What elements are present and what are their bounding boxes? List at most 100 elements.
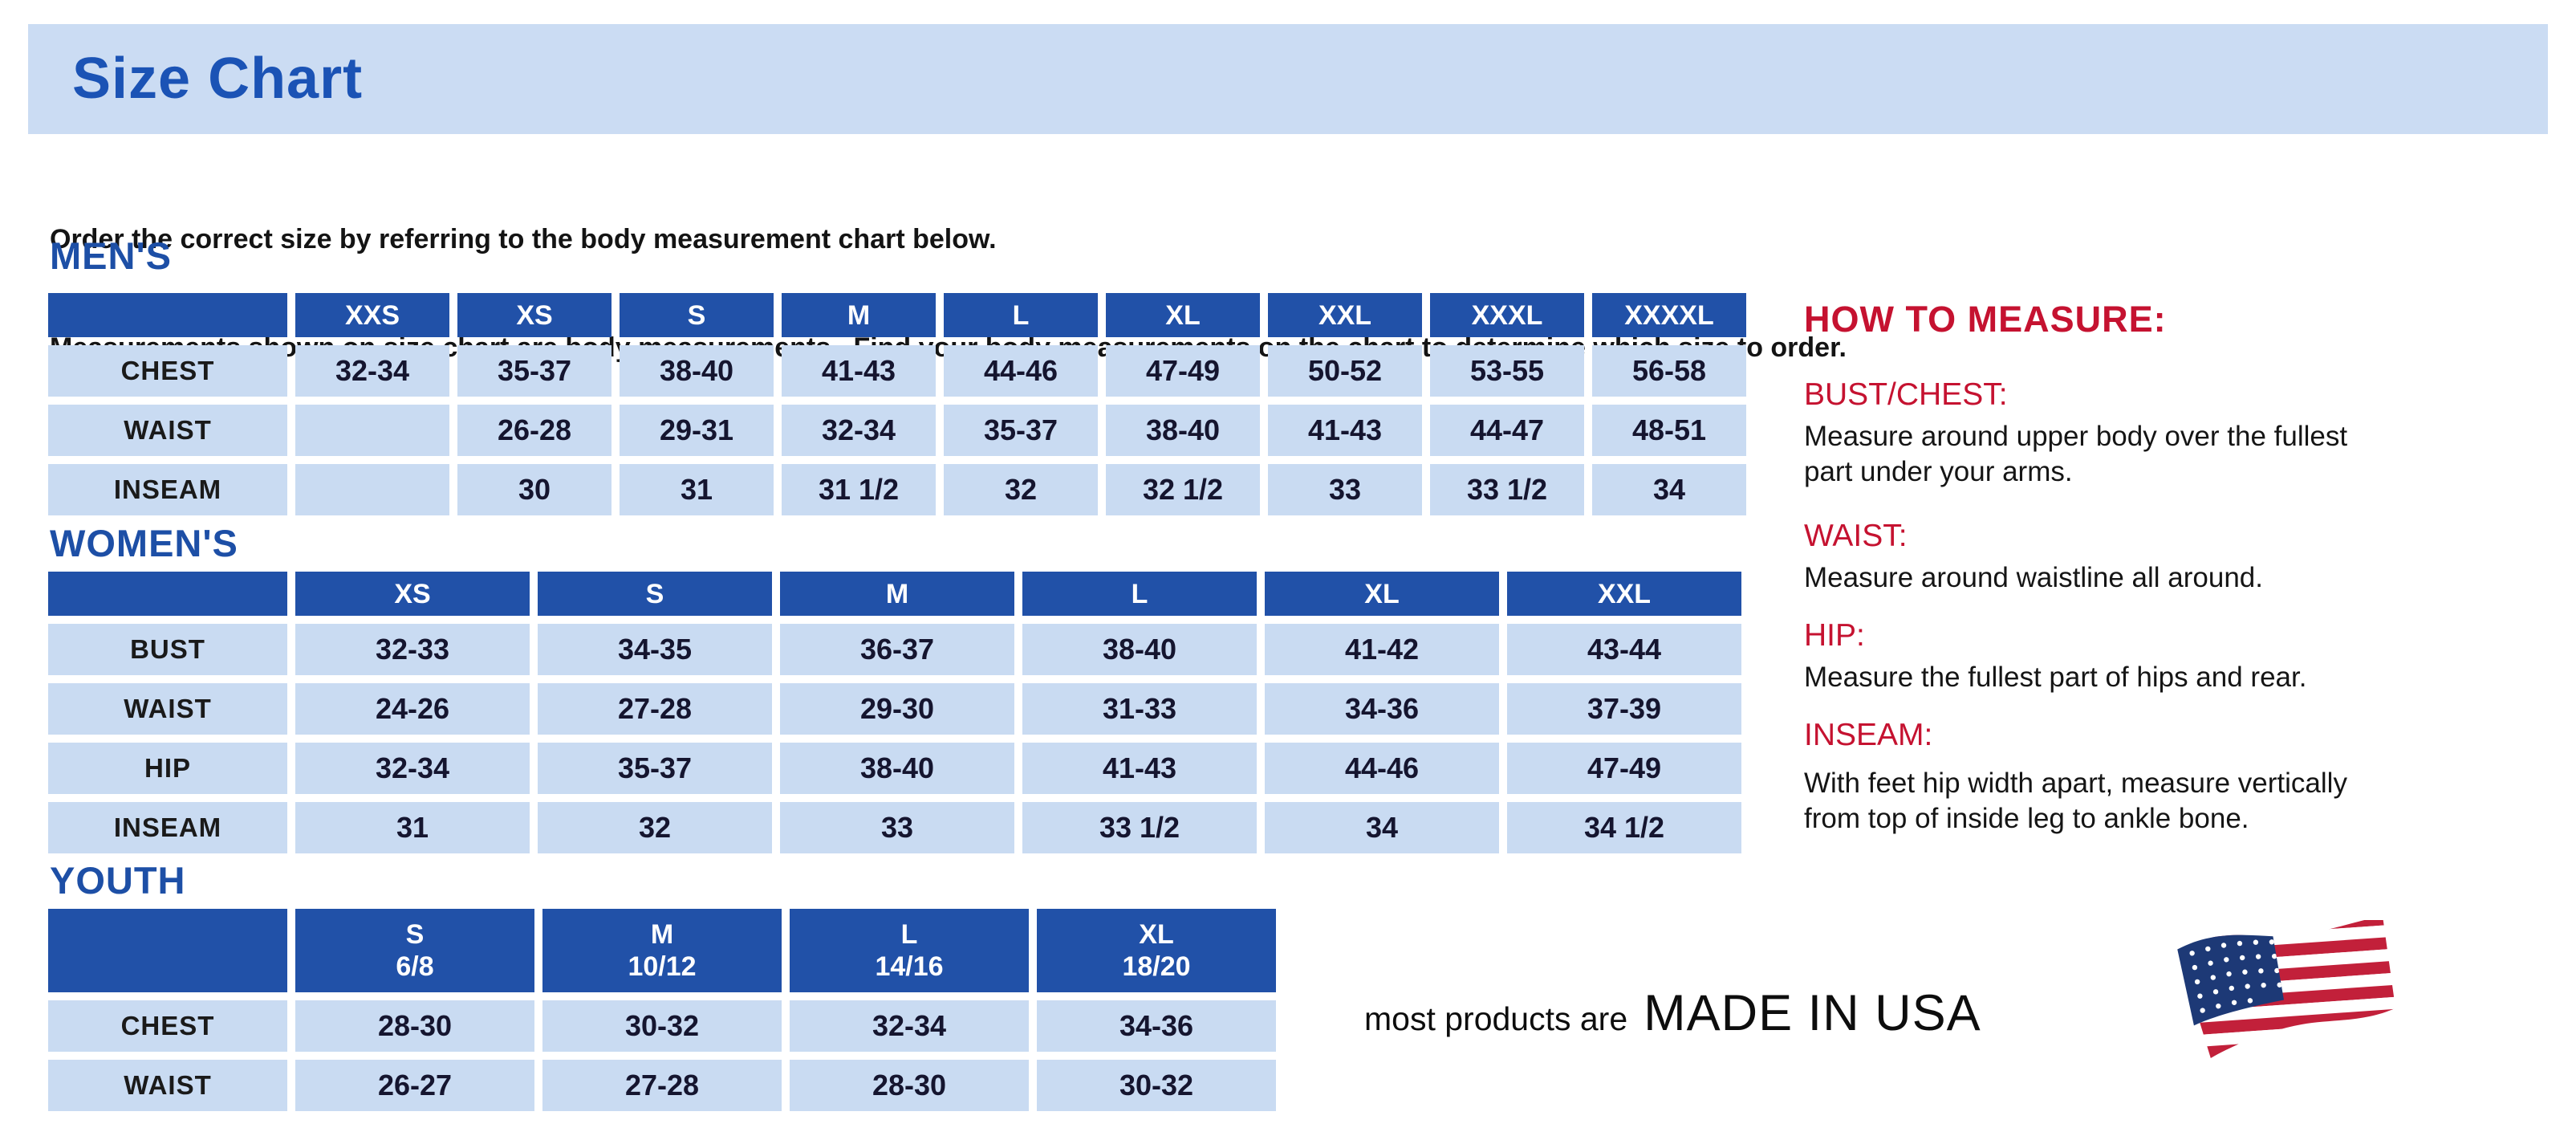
data-cell: 41-43 (1268, 405, 1422, 456)
data-cell: 27-28 (542, 1060, 782, 1111)
measure-label-bust-chest: BUST/CHEST: (1804, 377, 2008, 412)
made-in-usa-emphasis: MADE IN USA (1644, 985, 1981, 1041)
data-cell: 36-37 (780, 624, 1014, 675)
data-cell: 38-40 (780, 743, 1014, 794)
size-header-cell: XXXL (1430, 293, 1584, 337)
data-cell: 24-26 (295, 683, 530, 735)
size-range: 14/16 (875, 951, 944, 982)
data-cell: 38-40 (1106, 405, 1260, 456)
data-cell: 33 1/2 (1022, 802, 1257, 853)
data-cell: 29-31 (620, 405, 774, 456)
data-cell: 31 (295, 802, 530, 853)
womens-size-table: XS S M L XL XXL BUST 32-33 34-35 36-37 3… (48, 572, 1741, 853)
data-cell (295, 405, 449, 456)
data-cell: 34-35 (538, 624, 772, 675)
data-cell: 30 (457, 464, 611, 515)
measure-label-inseam: INSEAM: (1804, 718, 1933, 752)
intro-line-1: Order the correct size by referring to t… (50, 224, 997, 254)
row-label-cell: INSEAM (48, 802, 287, 853)
data-cell: 34 (1265, 802, 1499, 853)
how-to-measure-section: HOW TO MEASURE: BUST/CHEST: Measure arou… (1804, 299, 2382, 837)
made-in-usa-line: most products are MADE IN USA (1364, 984, 1981, 1042)
data-cell: 50-52 (1268, 345, 1422, 397)
size-range: 18/20 (1122, 951, 1191, 982)
data-cell: 53-55 (1430, 345, 1584, 397)
data-cell: 29-30 (780, 683, 1014, 735)
data-cell: 32 (538, 802, 772, 853)
data-cell: 28-30 (790, 1060, 1029, 1111)
data-cell: 41-42 (1265, 624, 1499, 675)
size-letter: XL (1139, 919, 1174, 950)
mens-section-heading: MEN'S (50, 234, 172, 277)
size-header-cell: M (780, 572, 1014, 616)
us-flag-icon (2176, 920, 2398, 1061)
data-cell: 56-58 (1592, 345, 1746, 397)
size-header-cell: XS (295, 572, 530, 616)
data-cell: 38-40 (620, 345, 774, 397)
data-cell: 32-33 (295, 624, 530, 675)
data-cell: 32 (944, 464, 1098, 515)
data-cell: 47-49 (1507, 743, 1741, 794)
size-header-cell: XXXXL (1592, 293, 1746, 337)
size-letter: M (650, 919, 674, 950)
measure-label-waist: WAIST: (1804, 519, 1908, 553)
data-cell (295, 464, 449, 515)
size-header-cell: L (944, 293, 1098, 337)
data-cell: 31 (620, 464, 774, 515)
size-header-cell: XXL (1507, 572, 1741, 616)
measure-text-waist: Measure around waistline all around. (1804, 562, 2263, 593)
size-letter: L (900, 919, 918, 950)
size-header-cell: M 10/12 (542, 909, 782, 992)
size-header-cell: XL (1265, 572, 1499, 616)
size-header-cell: S (538, 572, 772, 616)
data-cell: 32-34 (295, 743, 530, 794)
data-cell: 33 (1268, 464, 1422, 515)
measure-label-hip: HIP: (1804, 618, 1865, 653)
data-cell: 31-33 (1022, 683, 1257, 735)
data-cell: 41-43 (782, 345, 936, 397)
data-cell: 44-47 (1430, 405, 1584, 456)
data-cell: 30-32 (542, 1000, 782, 1052)
size-range: 6/8 (396, 951, 434, 982)
size-header-cell: XL 18/20 (1037, 909, 1276, 992)
data-cell: 26-27 (295, 1060, 534, 1111)
youth-section-heading: YOUTH (50, 859, 186, 902)
data-cell: 34-36 (1037, 1000, 1276, 1052)
data-cell: 35-37 (538, 743, 772, 794)
data-cell: 37-39 (1507, 683, 1741, 735)
size-header-cell: XS (457, 293, 611, 337)
data-cell: 35-37 (457, 345, 611, 397)
data-cell: 32-34 (790, 1000, 1029, 1052)
data-cell: 26-28 (457, 405, 611, 456)
row-label-cell: BUST (48, 624, 287, 675)
row-label-cell: WAIST (48, 405, 287, 456)
size-range: 10/12 (628, 951, 697, 982)
row-label-cell: INSEAM (48, 464, 287, 515)
data-cell: 44-46 (1265, 743, 1499, 794)
data-cell: 47-49 (1106, 345, 1260, 397)
measure-text-hip: Measure the fullest part of hips and rea… (1804, 662, 2307, 693)
row-label-cell: WAIST (48, 1060, 287, 1111)
data-cell: 31 1/2 (782, 464, 936, 515)
size-header-cell: S (620, 293, 774, 337)
corner-header-cell (48, 909, 287, 992)
data-cell: 32 1/2 (1106, 464, 1260, 515)
row-label-cell: HIP (48, 743, 287, 794)
size-letter: S (405, 919, 425, 950)
size-header-cell: XXL (1268, 293, 1422, 337)
data-cell: 30-32 (1037, 1060, 1276, 1111)
youth-size-table: S 6/8 M 10/12 L 14/16 XL 18/20 CHEST 28-… (48, 909, 1276, 1111)
data-cell: 43-44 (1507, 624, 1741, 675)
data-cell: 48-51 (1592, 405, 1746, 456)
measure-text-bust-chest: Measure around upper body over the fulle… (1804, 421, 2348, 487)
measure-text-inseam: With feet hip width apart, measure verti… (1804, 768, 2347, 834)
row-label-cell: CHEST (48, 1000, 287, 1052)
size-header-cell: M (782, 293, 936, 337)
data-cell: 34 (1592, 464, 1746, 515)
data-cell: 33 (780, 802, 1014, 853)
data-cell: 33 1/2 (1430, 464, 1584, 515)
page-title: Size Chart (72, 47, 364, 111)
data-cell: 41-43 (1022, 743, 1257, 794)
row-label-cell: WAIST (48, 683, 287, 735)
womens-section-heading: WOMEN'S (50, 522, 238, 564)
